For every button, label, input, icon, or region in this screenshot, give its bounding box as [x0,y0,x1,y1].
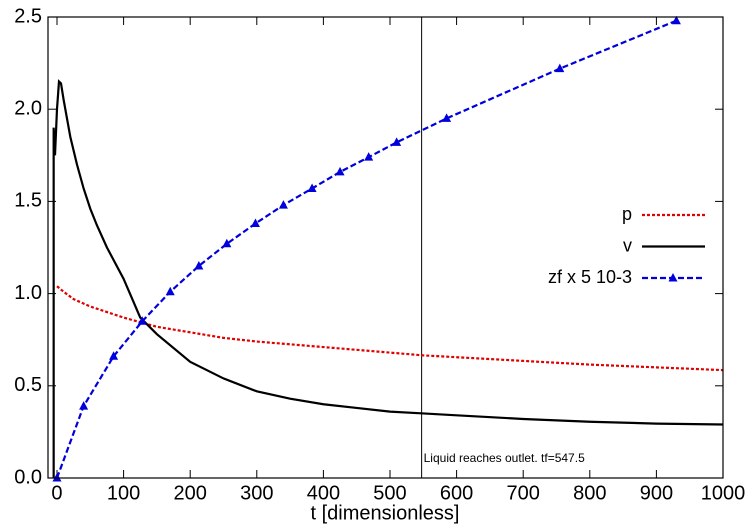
y-tick-label: 2.5 [14,5,42,27]
x-tick-label: 800 [573,482,606,504]
y-tick-label: 0.0 [14,466,42,488]
series-line [56,285,724,372]
series-line [55,19,677,479]
marker [250,218,260,228]
y-tick-label: 2.0 [14,97,42,119]
x-tick-label: 0 [51,482,62,504]
marker [52,473,62,482]
legend-label: v [623,235,632,255]
marker [79,401,89,410]
plot-frame [47,16,724,479]
marker [307,183,317,192]
x-tick-label: 600 [440,482,473,504]
y-tick-label: 1.5 [14,190,42,212]
x-tick-label: 200 [174,482,207,504]
marker [335,166,345,176]
x-tick-label: 100 [107,482,140,504]
legend-label: zf x 5 10-3 [548,267,632,287]
marker [442,113,452,122]
marker [278,200,288,209]
marker [137,316,147,325]
x-tick-label: 400 [307,482,340,504]
legend-label: p [622,204,632,224]
marker [555,63,565,73]
x-tick-label: 300 [240,482,273,504]
marker [392,137,402,146]
annotation: Liquid reaches outlet. tf=547.5 [424,451,585,465]
marker [364,152,374,161]
marker [194,260,204,270]
marker [109,351,119,360]
marker [671,15,681,25]
marker [222,238,232,248]
y-tick-label: 0.5 [14,374,42,396]
y-tick-label: 1.0 [14,282,42,304]
x-tick-label: 500 [373,482,406,504]
marker [165,286,175,296]
x-tick-label: 700 [507,482,540,504]
x-axis-label: t [dimensionless] [311,502,460,524]
legend-marker [668,273,678,282]
series-line [52,79,724,478]
x-tick-label: 1000 [701,482,746,504]
x-tick-label: 900 [640,482,673,504]
